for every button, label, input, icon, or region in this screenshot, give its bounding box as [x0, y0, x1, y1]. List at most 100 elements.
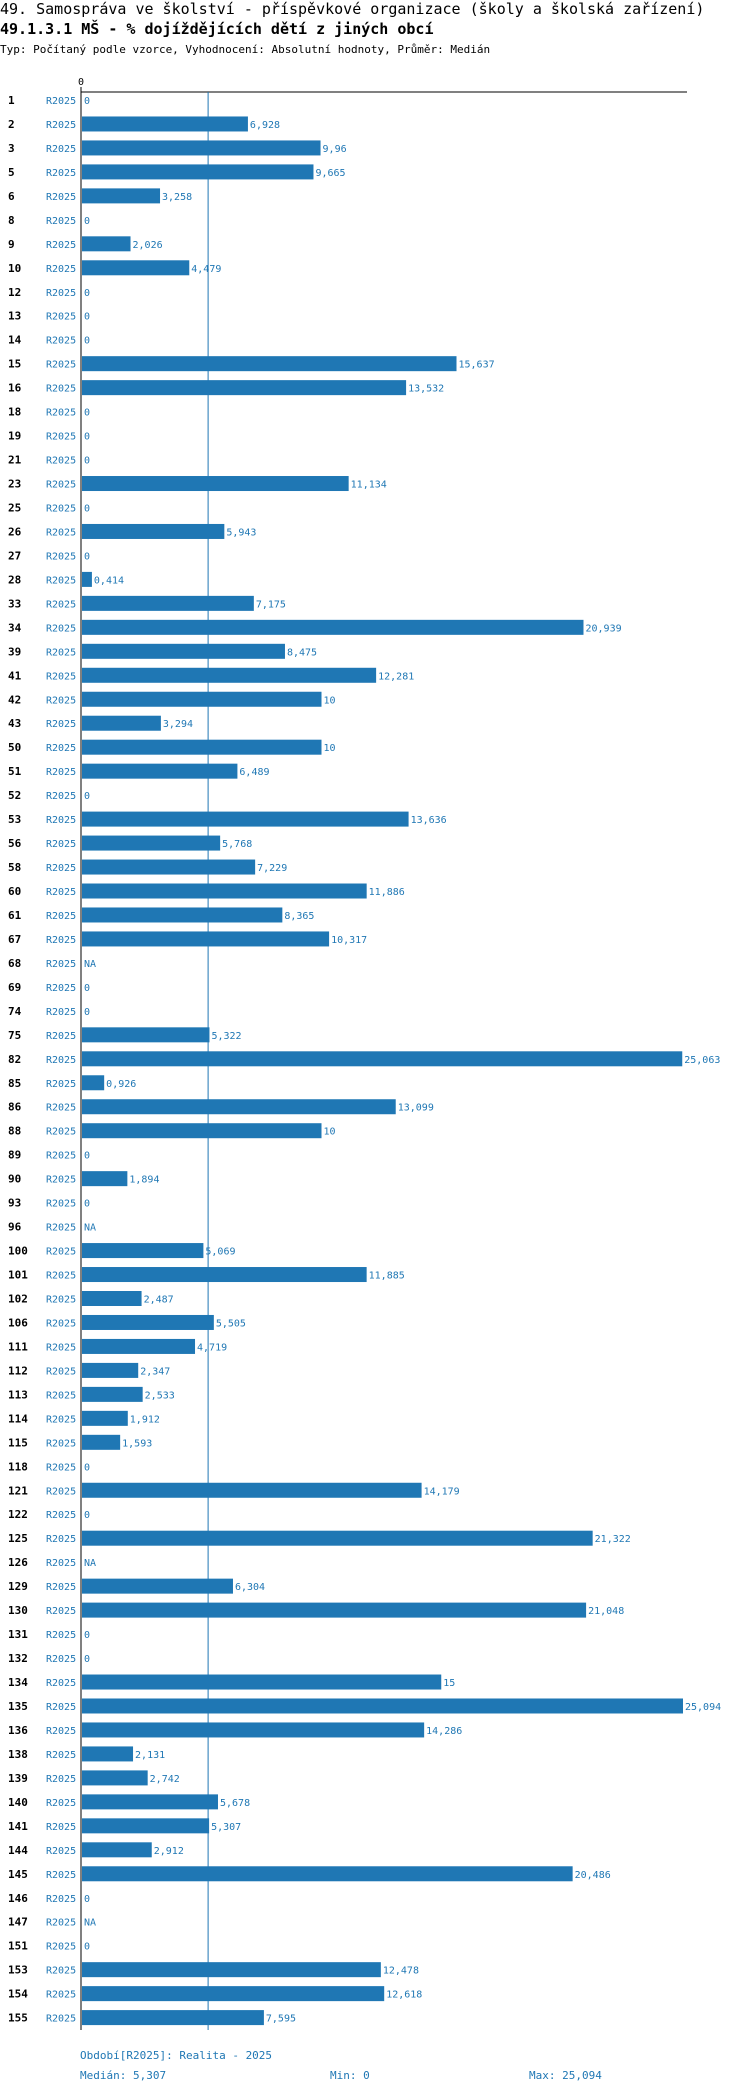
category-label: 101 — [8, 1269, 28, 1282]
category-label: 100 — [8, 1245, 28, 1258]
series-label: R2025 — [46, 216, 76, 227]
bar — [82, 1123, 322, 1139]
value-label: 1,593 — [122, 1438, 152, 1449]
series-label: R2025 — [46, 1390, 76, 1401]
series-label: R2025 — [46, 719, 76, 730]
category-label: 153 — [8, 1964, 28, 1977]
category-label: 113 — [8, 1388, 28, 1401]
value-label: 11,134 — [351, 480, 387, 491]
series-label: R2025 — [46, 911, 76, 922]
category-label: 14 — [8, 334, 22, 347]
series-label: R2025 — [46, 1606, 76, 1617]
series-label: R2025 — [46, 671, 76, 682]
series-label: R2025 — [46, 1295, 76, 1306]
value-label: 0 — [84, 432, 90, 443]
category-label: 90 — [8, 1173, 21, 1186]
category-label: 15 — [8, 358, 21, 371]
series-label: R2025 — [46, 1654, 76, 1665]
category-label: 121 — [8, 1484, 28, 1497]
value-label: 0 — [84, 336, 90, 347]
bar — [82, 1410, 128, 1426]
category-label: 134 — [8, 1676, 28, 1689]
category-label: 129 — [8, 1580, 28, 1593]
value-label: 0 — [84, 96, 90, 107]
category-label: 74 — [8, 1005, 22, 1018]
bar — [82, 643, 285, 659]
value-label: 6,304 — [235, 1582, 265, 1593]
bar — [82, 1243, 204, 1259]
category-label: 58 — [8, 861, 21, 874]
value-label: 21,322 — [595, 1534, 631, 1545]
series-label: R2025 — [46, 599, 76, 610]
category-label: 130 — [8, 1604, 28, 1617]
series-label: R2025 — [46, 527, 76, 538]
bar — [82, 164, 314, 180]
value-label: 2,131 — [135, 1750, 165, 1761]
category-label: 147 — [8, 1916, 28, 1929]
series-label: R2025 — [46, 1942, 76, 1953]
series-label: R2025 — [46, 264, 76, 275]
page-title: 49. Samospráva ve školství - příspěvkové… — [0, 0, 705, 18]
series-label: R2025 — [46, 1582, 76, 1593]
series-label: R2025 — [46, 1702, 76, 1713]
bar — [82, 667, 377, 683]
bar — [82, 1362, 139, 1378]
series-label: R2025 — [46, 623, 76, 634]
bar — [82, 715, 161, 731]
series-label: R2025 — [46, 815, 76, 826]
series-label: R2025 — [46, 240, 76, 251]
bar — [82, 260, 190, 276]
value-label: 10 — [323, 743, 335, 754]
category-label: 131 — [8, 1628, 28, 1641]
footer-period: Období[R2025]: Realita - 2025 — [80, 2049, 273, 2062]
bar — [82, 931, 330, 947]
series-label: R2025 — [46, 1726, 76, 1737]
value-label: 0 — [84, 312, 90, 323]
category-label: 27 — [8, 549, 21, 562]
footer-max: Max: 25,094 — [529, 2069, 602, 2082]
bar — [82, 571, 92, 587]
series-label: R2025 — [46, 384, 76, 395]
category-label: 82 — [8, 1053, 21, 1066]
category-label: 122 — [8, 1508, 28, 1521]
value-label: 5,322 — [211, 1031, 241, 1042]
value-label: 2,742 — [150, 1774, 180, 1785]
category-label: 23 — [8, 478, 21, 491]
value-label: 7,595 — [266, 2014, 296, 2025]
series-label: R2025 — [46, 1342, 76, 1353]
category-label: 51 — [8, 765, 22, 778]
category-label: 8 — [8, 214, 15, 227]
series-label: R2025 — [46, 551, 76, 562]
value-label: 5,768 — [222, 839, 252, 850]
value-label: 0 — [84, 1007, 90, 1018]
bar — [82, 835, 221, 851]
series-label: R2025 — [46, 1630, 76, 1641]
value-label: 11,886 — [369, 887, 405, 898]
bar — [82, 1818, 210, 1834]
bar — [82, 1962, 381, 1978]
series-label: R2025 — [46, 1966, 76, 1977]
series-label: R2025 — [46, 1558, 76, 1569]
value-label: 4,719 — [197, 1342, 227, 1353]
category-label: 28 — [8, 573, 21, 586]
bar — [82, 188, 161, 204]
category-label: 141 — [8, 1820, 28, 1833]
value-label: 0 — [84, 503, 90, 514]
series-label: R2025 — [46, 767, 76, 778]
value-label: 5,678 — [220, 1798, 250, 1809]
series-label: R2025 — [46, 839, 76, 850]
series-label: R2025 — [46, 1414, 76, 1425]
value-label: 0 — [84, 1942, 90, 1953]
value-label: 7,229 — [257, 863, 287, 874]
value-label: 11,885 — [369, 1271, 405, 1282]
value-label: 2,026 — [133, 240, 163, 251]
category-label: 125 — [8, 1532, 28, 1545]
category-label: 106 — [8, 1316, 28, 1329]
category-label: 25 — [8, 501, 21, 514]
value-label: 15 — [443, 1678, 455, 1689]
category-label: 39 — [8, 645, 21, 658]
bar — [82, 116, 248, 132]
value-label: 10,317 — [331, 935, 367, 946]
category-label: 3 — [8, 142, 15, 155]
bar — [82, 1027, 210, 1043]
